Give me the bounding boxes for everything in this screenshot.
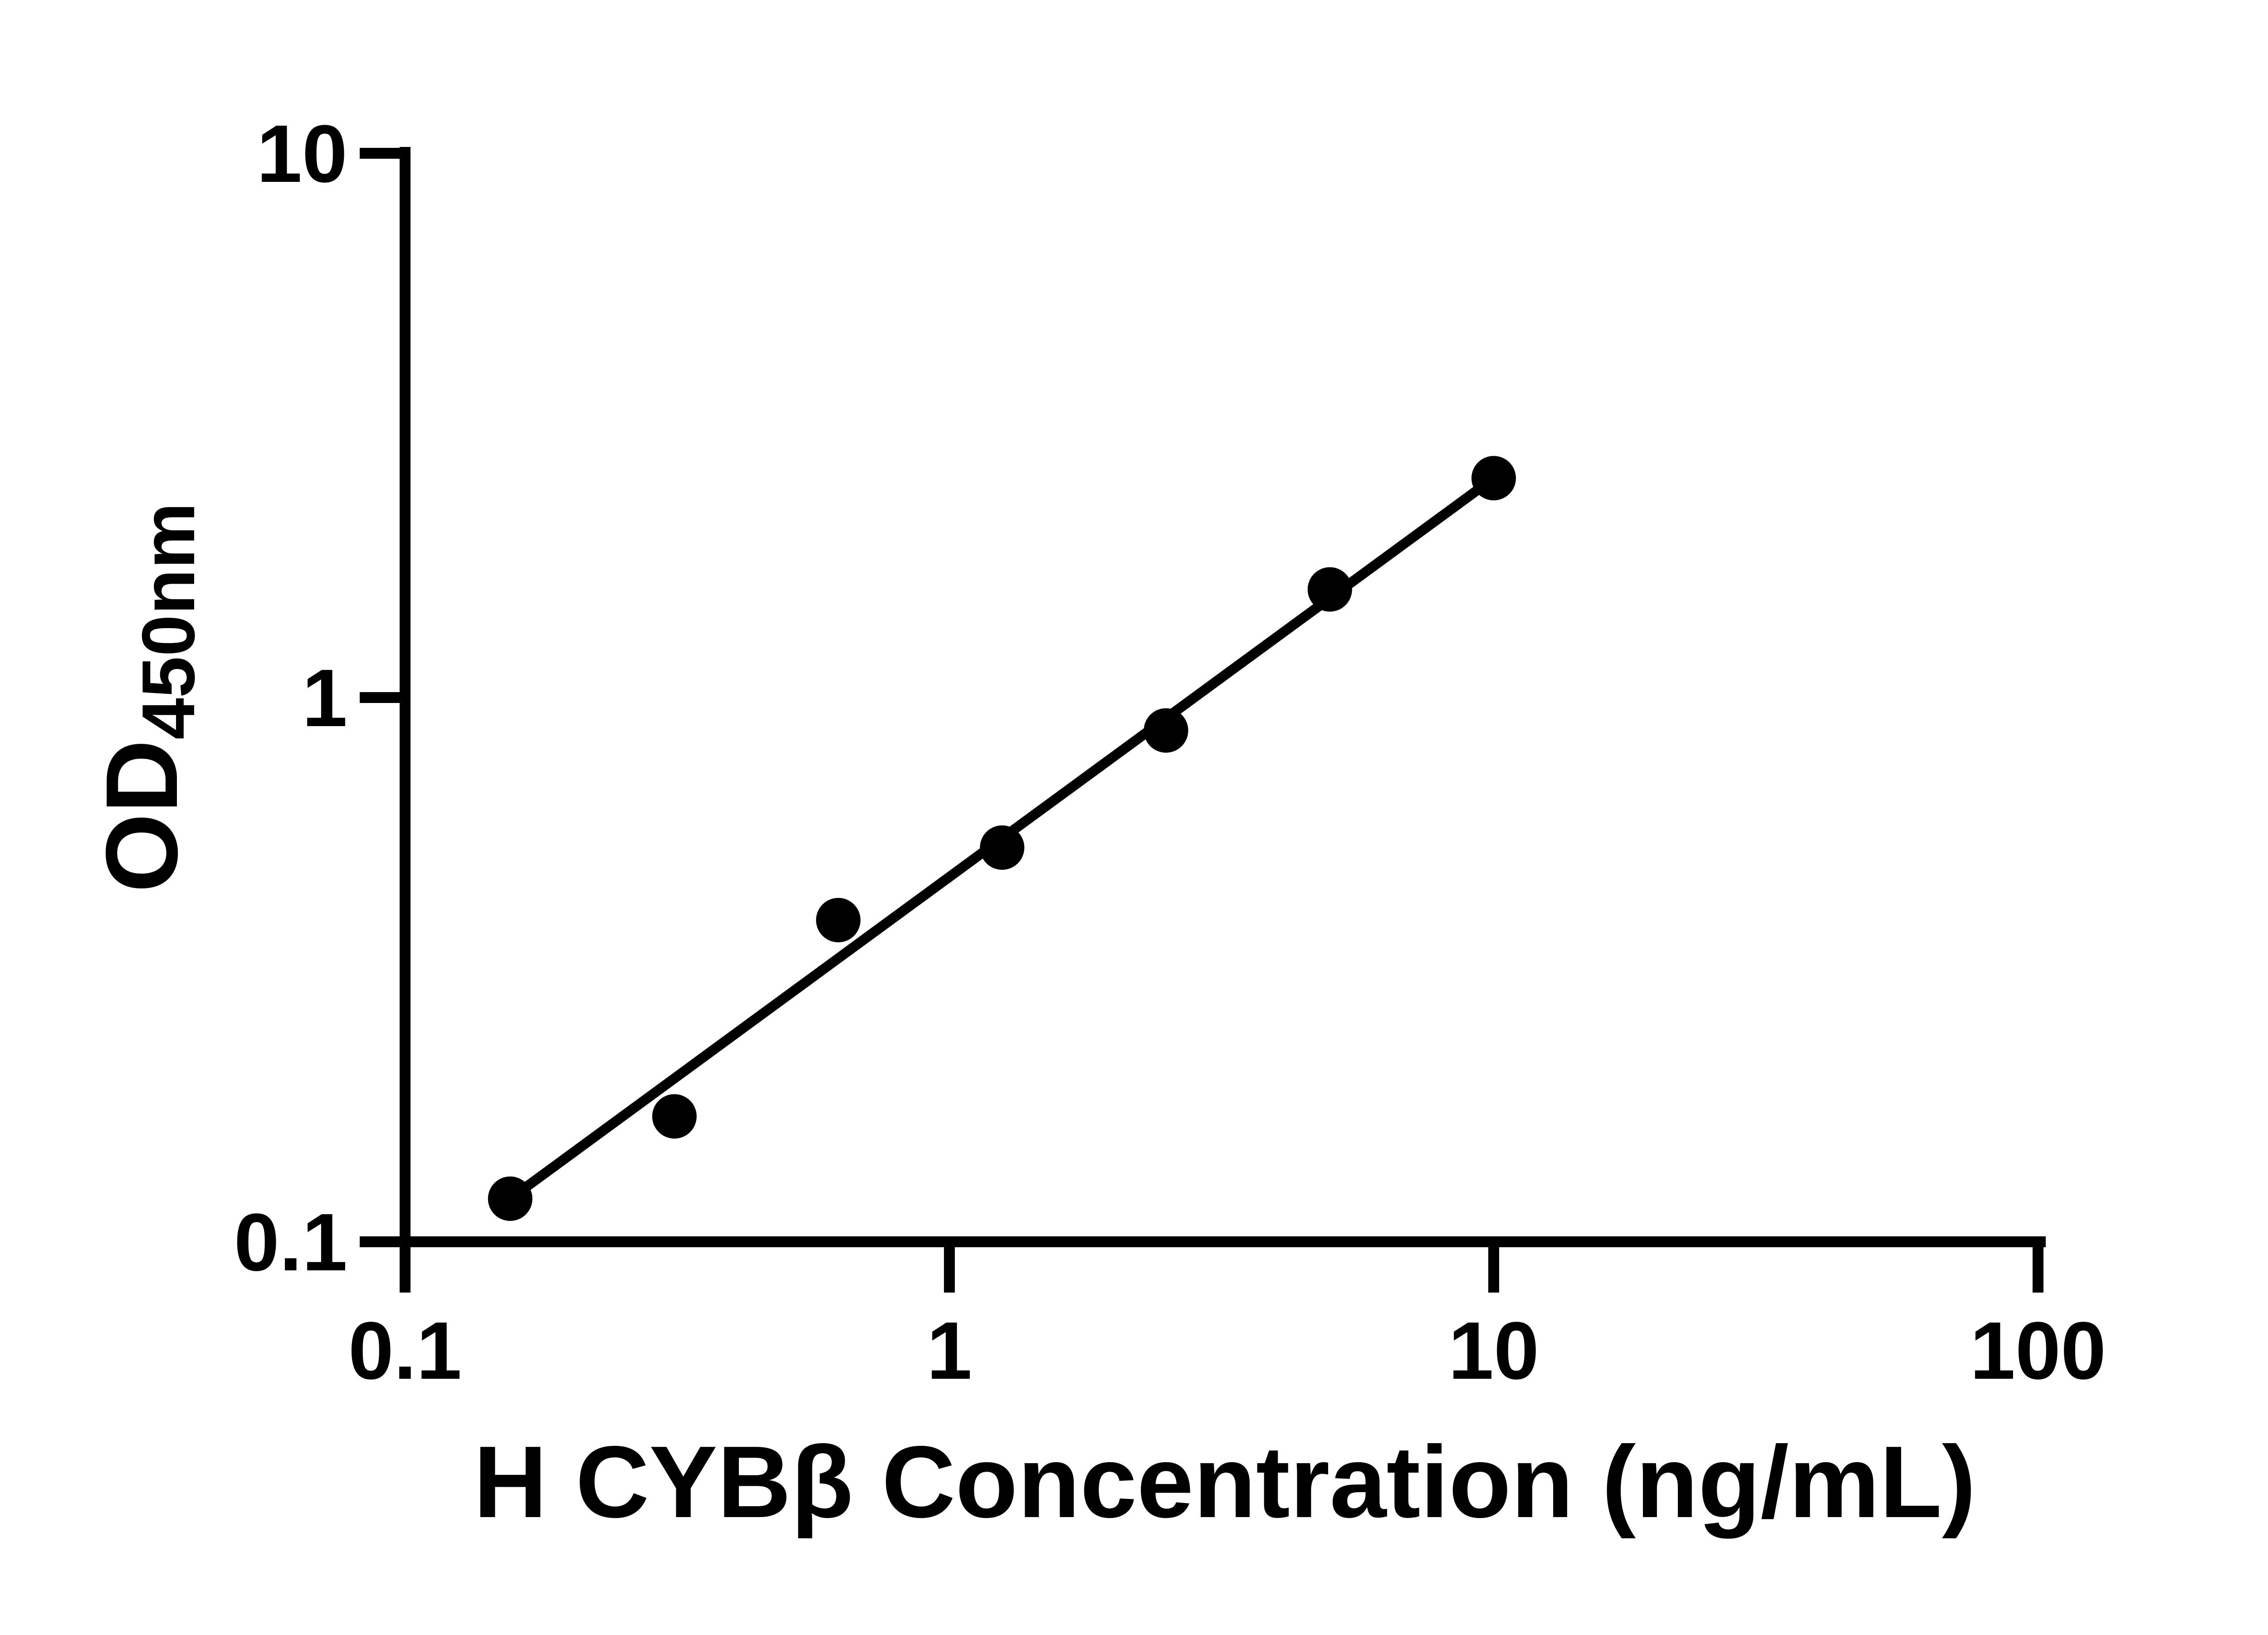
y-axis-title-subscript: 450nm [127,503,210,740]
data-point [1144,708,1188,753]
data-point [1307,567,1352,612]
y-axis-title-main: OD [84,740,199,893]
y-tick-label: 10 [257,108,347,200]
x-tick-label: 0.1 [348,1305,462,1396]
data-point [488,1176,533,1221]
data-point [652,1094,697,1139]
y-tick-label: 0.1 [234,1197,347,1288]
x-axis-title: H CYBβ Concentration (ng/mL) [474,1425,1976,1539]
x-tick-label: 100 [1970,1305,2106,1396]
x-tick-label: 10 [1448,1305,1539,1396]
y-tick-label: 1 [302,653,347,744]
data-point [980,825,1025,870]
plot-area: 10 1 0.10.1 1 10 100 [234,108,2106,1396]
y-axis-title: OD450nm [84,503,210,893]
data-point [816,898,861,942]
x-tick-label: 1 [927,1305,972,1396]
data-point [1471,456,1516,501]
